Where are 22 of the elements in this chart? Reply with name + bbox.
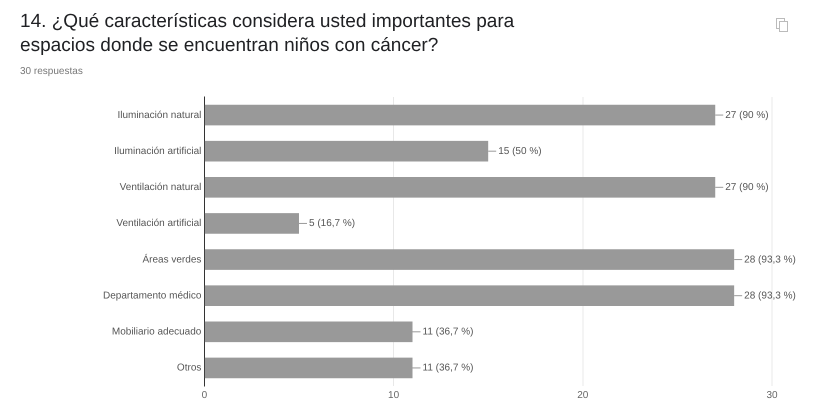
data-label: 5 (16,7 %) xyxy=(308,218,356,230)
data-label: 27 (90 %) xyxy=(725,110,769,121)
y-tick-label: Mobiliario adecuado xyxy=(112,326,202,338)
x-tick-label: 0 xyxy=(202,390,208,401)
data-label: 11 (36,7 %) xyxy=(422,326,474,338)
chart-title: 14. ¿Qué características considera usted importantes para espacios donde se encuentran niños con cáncer? xyxy=(20,10,516,58)
x-tick-label: 30 xyxy=(766,390,778,401)
data-label: 27 (90 %) xyxy=(725,182,769,194)
y-tick-label: Áreas verdes xyxy=(142,253,202,266)
data-label: 28 (93,3 %) xyxy=(744,290,796,302)
y-tick-label: Iluminación artificial xyxy=(114,146,202,157)
y-tick-label: Ventilación natural xyxy=(120,182,202,194)
text: 30 respuestas xyxy=(20,66,83,77)
data-label: 15 (50 %) xyxy=(498,146,542,157)
y-tick-label: Ventilación artificial xyxy=(116,218,202,230)
y-tick-label: Otros xyxy=(176,362,202,374)
data-label: 28 (93,3 %) xyxy=(744,254,796,266)
x-tick-label: 10 xyxy=(388,390,400,401)
y-tick-label: Departamento médico xyxy=(102,290,202,302)
x-tick-label: 20 xyxy=(577,390,589,401)
y-tick-label: Iluminación natural xyxy=(117,110,202,121)
data-label: 11 (36,7 %) xyxy=(422,362,474,374)
